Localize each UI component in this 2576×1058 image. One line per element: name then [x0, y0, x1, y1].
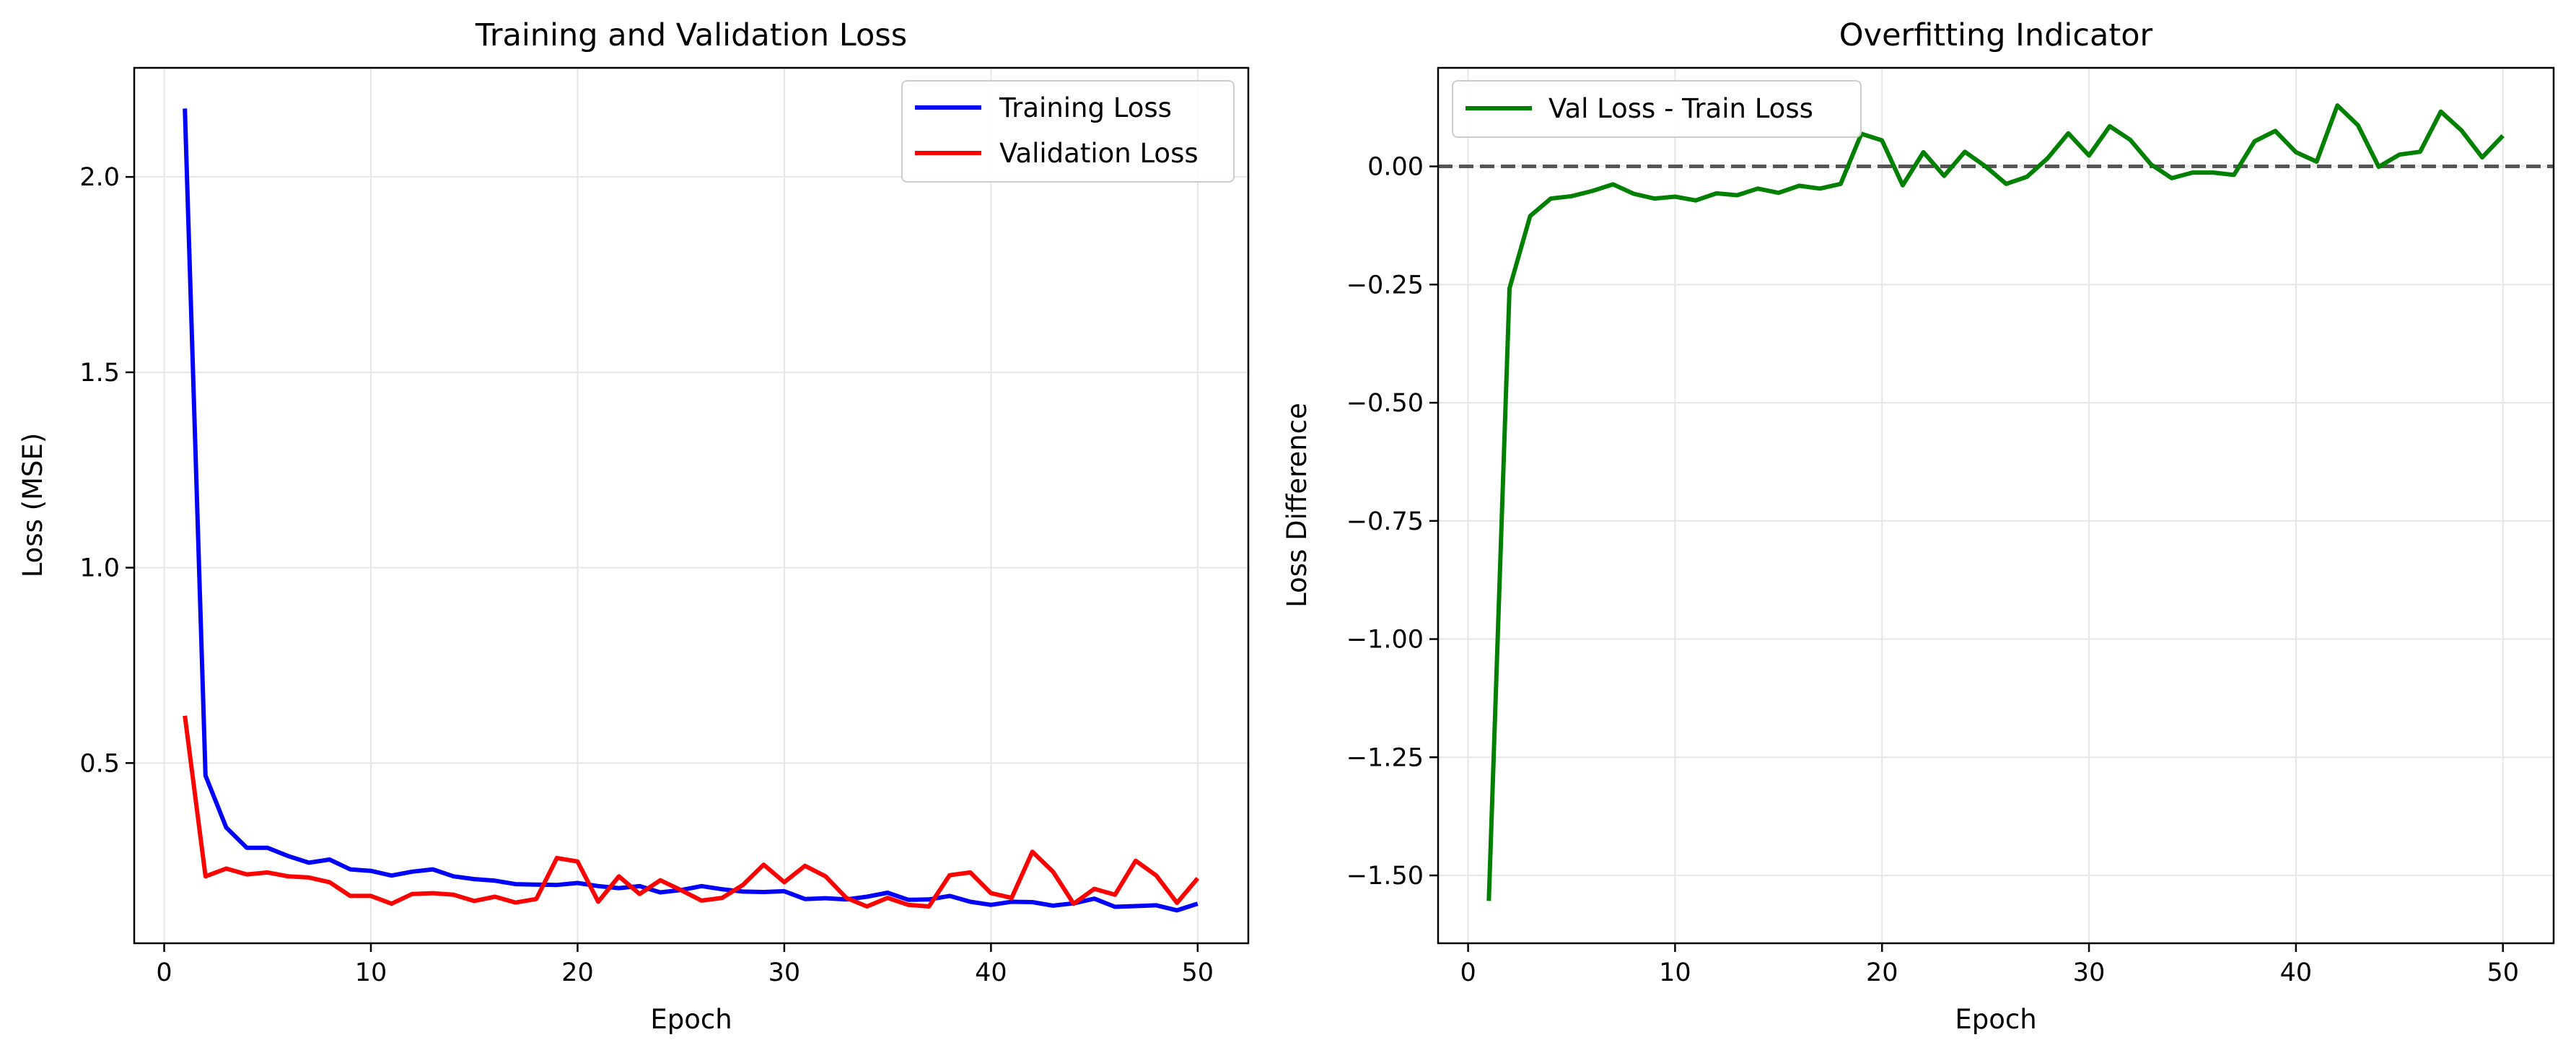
chart-right-title: Overfitting Indicator: [1839, 17, 2153, 53]
x-tick-label: 40: [2280, 958, 2313, 987]
chart-right-plot: [1438, 103, 2554, 901]
chart-left-xticks: 0 10 20 30 40 50: [156, 943, 1214, 987]
chart-left-axes-frame: [133, 66, 1250, 945]
x-tick-label: 40: [975, 958, 1007, 987]
y-tick-label: −1.50: [1346, 862, 1424, 891]
chart-left-legend: Training Loss Validation Loss: [901, 80, 1235, 183]
chart-left-yticks: 0.5 1.0 1.5 2.0: [79, 163, 134, 778]
x-tick-label: 0: [1460, 958, 1476, 987]
x-tick-label: 30: [768, 958, 801, 987]
y-tick-label: −1.00: [1346, 626, 1424, 655]
chart-right-yticks: −1.50 −1.25 −1.00 −0.75 −0.50 −0.25 0.00: [1346, 153, 1438, 891]
chart-left-plot: [183, 108, 1200, 913]
x-tick-label: 10: [355, 958, 387, 987]
x-tick-label: 0: [156, 958, 172, 987]
chart-right-xticks: 0 10 20 30 40 50: [1460, 943, 2519, 987]
y-tick-label: 0.5: [79, 749, 120, 778]
chart-right-axes-frame: [1437, 66, 2555, 945]
y-tick-label: 2.0: [79, 163, 120, 192]
x-tick-label: 20: [1866, 958, 1898, 987]
x-tick-label: 10: [1659, 958, 1691, 987]
chart-left-grid: [134, 68, 1248, 943]
chart-right-legend: Val Loss - Train Loss: [1452, 80, 1862, 138]
chart-left-title: Training and Validation Loss: [475, 17, 907, 53]
series-line-validation-loss: [183, 715, 1200, 909]
x-tick-label: 50: [1182, 958, 1214, 987]
y-tick-label: −0.25: [1346, 271, 1424, 300]
chart-left-legend-box: [901, 80, 1235, 183]
chart-right-xlabel: Epoch: [1955, 1004, 2036, 1035]
y-tick-label: 0.00: [1367, 153, 1424, 182]
series-line-val-loss-train-loss: [1486, 103, 2505, 901]
y-tick-label: −0.50: [1346, 389, 1424, 418]
legend-label-val-minus-train: Val Loss - Train Loss: [1548, 93, 1813, 124]
y-tick-label: −1.25: [1346, 743, 1424, 772]
chart-left: Training and Validation Loss 0 10 20 30 40 50…: [17, 17, 1250, 1035]
y-tick-label: 1.0: [79, 554, 120, 583]
chart-right-legend-box: [1452, 80, 1862, 138]
chart-right-ylabel: Loss Difference: [1282, 403, 1313, 608]
series-line-training-loss: [183, 108, 1199, 913]
chart-right: Overfitting Indicator 0 10 20 30 40 50 −1.50−…: [1282, 17, 2555, 1035]
chart-left-xlabel: Epoch: [650, 1004, 732, 1035]
y-tick-label: 1.5: [79, 359, 120, 388]
y-tick-label: −0.75: [1346, 507, 1424, 536]
x-tick-label: 30: [2073, 958, 2106, 987]
legend-label-validation-loss: Validation Loss: [999, 138, 1199, 169]
chart-left-ylabel: Loss (MSE): [17, 433, 48, 578]
x-tick-label: 20: [561, 958, 594, 987]
x-tick-label: 50: [2487, 958, 2519, 987]
legend-label-training-loss: Training Loss: [999, 92, 1172, 123]
